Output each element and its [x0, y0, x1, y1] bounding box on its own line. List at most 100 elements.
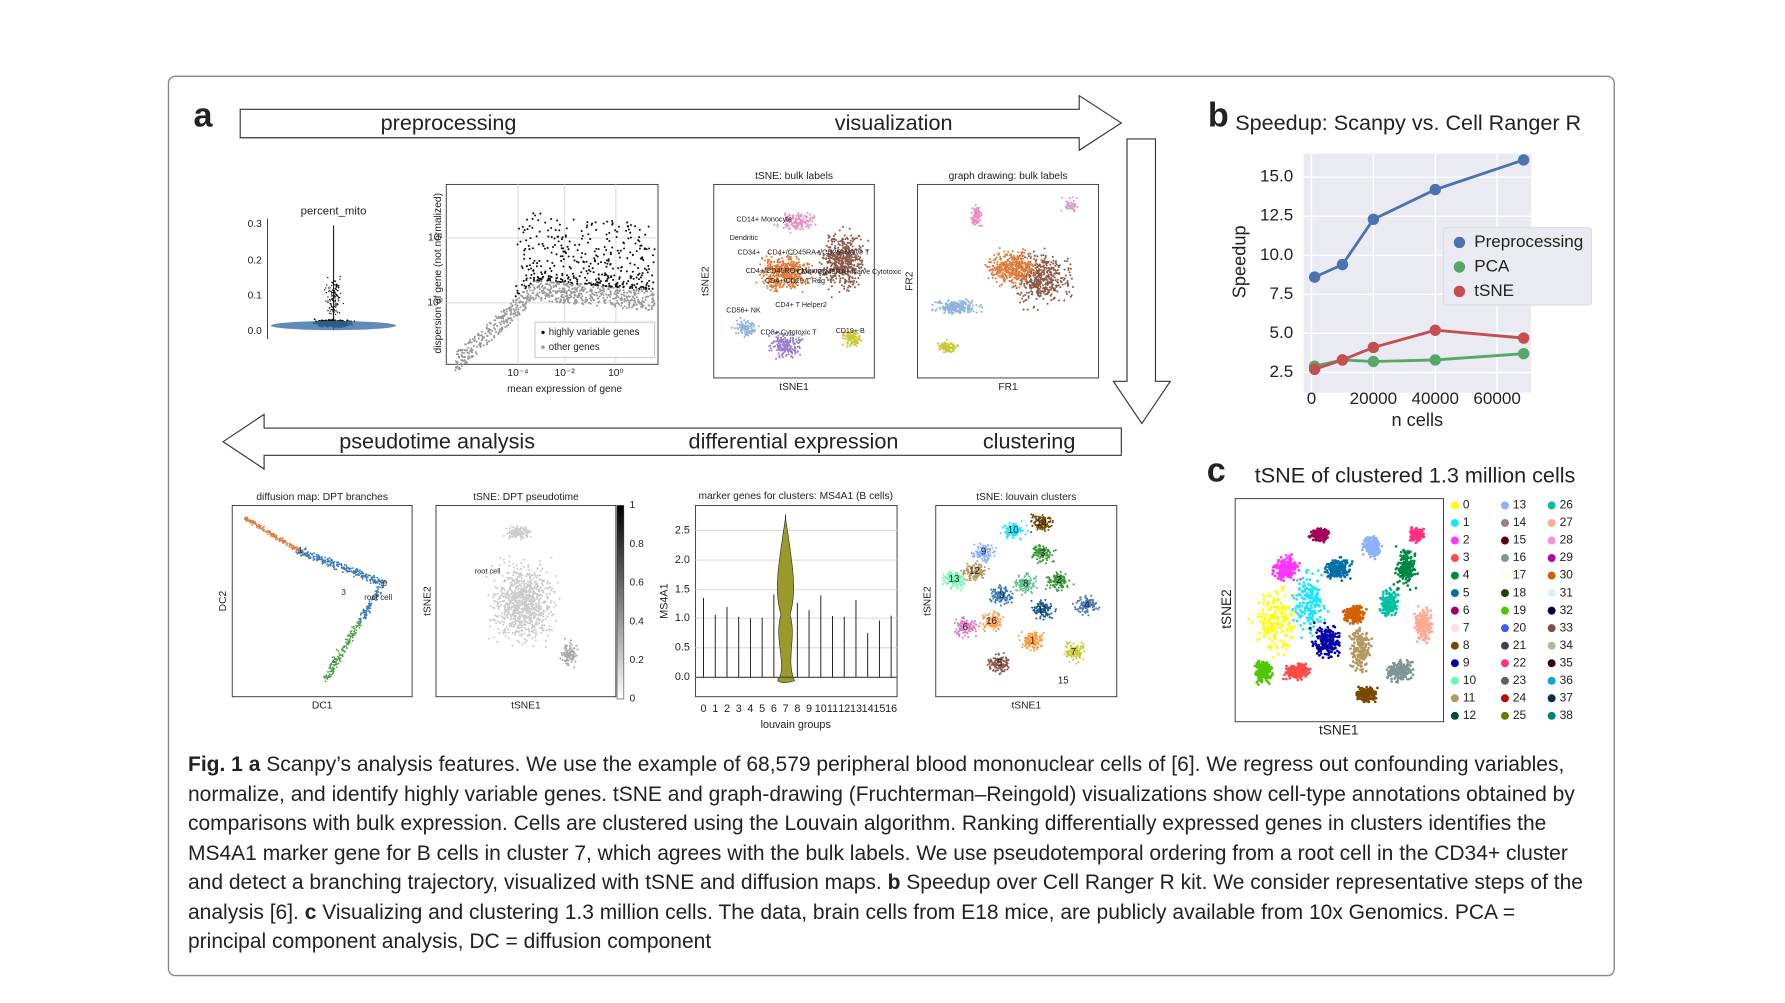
- dot: [496, 324, 499, 327]
- dot: [828, 235, 831, 238]
- dot: [767, 259, 770, 262]
- dot: [588, 297, 591, 300]
- figure-frame: [167, 75, 1615, 977]
- dot: [339, 292, 342, 295]
- dot: [778, 356, 781, 359]
- dot: [780, 338, 783, 341]
- dot: [1003, 266, 1006, 270]
- dot: [633, 284, 636, 287]
- dot: [584, 288, 587, 291]
- dot: [794, 227, 797, 230]
- dot: [857, 234, 860, 237]
- dot: [523, 284, 526, 287]
- dot: [605, 279, 609, 282]
- dot: [1022, 274, 1026, 277]
- dot: [1021, 265, 1024, 268]
- dot: [258, 523, 260, 526]
- dot: [276, 538, 279, 540]
- dot: [1033, 254, 1036, 257]
- dot: [336, 311, 339, 313]
- dot: [746, 325, 749, 328]
- dot: [504, 312, 507, 315]
- dot: [592, 282, 595, 285]
- dot: [844, 278, 847, 281]
- dot: [330, 295, 333, 297]
- scatter-cloud: [730, 317, 760, 339]
- label: 0.1: [248, 291, 263, 302]
- dot: [966, 311, 969, 314]
- dot: [1044, 293, 1047, 296]
- dot: [601, 286, 604, 289]
- dot: [1050, 286, 1054, 289]
- dot: [526, 218, 529, 221]
- dot: [564, 283, 567, 286]
- dot: [633, 289, 636, 292]
- dot: [550, 218, 553, 221]
- dot: [645, 286, 648, 289]
- dot: [1012, 282, 1015, 285]
- dot: [776, 225, 779, 228]
- dot: [525, 239, 528, 242]
- dot: [623, 300, 626, 303]
- dot: [619, 249, 622, 252]
- dot: [589, 238, 592, 241]
- dot: [494, 328, 497, 331]
- dot: [467, 342, 470, 345]
- dot: [598, 300, 601, 303]
- dot: [839, 279, 842, 282]
- dot: [737, 331, 740, 335]
- dot: [972, 310, 975, 313]
- dot: [609, 262, 612, 266]
- dot: [618, 284, 621, 287]
- dot: [547, 235, 550, 238]
- dot: [528, 248, 531, 251]
- dot: [500, 320, 503, 323]
- dot: [627, 225, 630, 228]
- dot: [798, 339, 801, 342]
- dot: [548, 300, 551, 303]
- dot: [958, 306, 962, 309]
- dot: [1047, 290, 1050, 293]
- label: tSNE1: [779, 382, 809, 393]
- dot: [789, 339, 792, 342]
- dot: [940, 302, 943, 305]
- dot: [849, 244, 852, 247]
- dot: [962, 302, 965, 305]
- dot: [1032, 275, 1036, 278]
- dot: [766, 261, 769, 264]
- dot: [852, 259, 855, 262]
- dot: [567, 289, 570, 292]
- dot: [589, 290, 592, 293]
- dot: [1003, 264, 1006, 267]
- dot: [529, 282, 532, 285]
- dot: [1039, 277, 1042, 281]
- dot: [1025, 298, 1028, 301]
- dot: [747, 332, 750, 335]
- dot: [555, 300, 558, 303]
- dot: [341, 566, 344, 569]
- dot: [651, 292, 654, 295]
- dot: [645, 268, 648, 271]
- dot: [337, 289, 339, 292]
- dot: [581, 234, 584, 237]
- dot: [941, 305, 944, 308]
- dot: [333, 568, 336, 571]
- dot: [618, 256, 621, 259]
- dot: [1021, 262, 1024, 265]
- dot: [1027, 253, 1030, 256]
- dot: [809, 218, 812, 221]
- dot: [1069, 263, 1072, 266]
- dot: [637, 267, 640, 270]
- dot: [531, 247, 534, 250]
- dot: [834, 233, 837, 236]
- dot: [966, 308, 970, 312]
- dot: [1064, 206, 1068, 209]
- dot: [569, 295, 573, 298]
- dot: [802, 217, 805, 220]
- dot: [350, 570, 353, 573]
- dot: [802, 228, 805, 231]
- dot: [947, 304, 950, 307]
- dot: [778, 343, 781, 346]
- dot: [326, 563, 329, 566]
- dot: [488, 331, 491, 334]
